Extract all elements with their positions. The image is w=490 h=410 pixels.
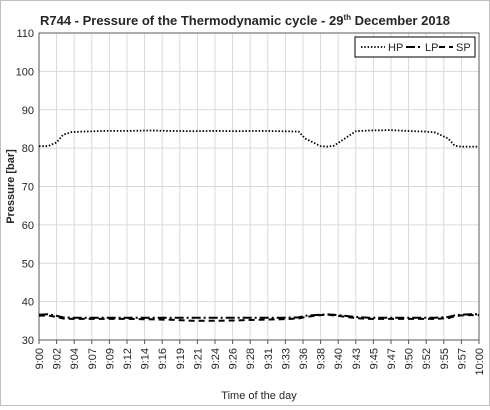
x-tick-label: 9:02 (52, 348, 64, 369)
x-tick-label: 9:24 (210, 348, 222, 369)
x-tick-label: 9:55 (439, 348, 451, 369)
y-axis: 30 40 50 60 70 80 90 100 110 (16, 28, 34, 347)
x-tick-label: 9:19 (175, 348, 187, 369)
x-tick-label: 9:43 (351, 348, 363, 369)
plot-border (38, 32, 480, 341)
series-line-lp (38, 313, 479, 319)
series-line-hp (39, 129, 479, 148)
legend: HP LP SP (354, 36, 476, 58)
y-tick-label: 60 (22, 220, 34, 232)
x-tick-label: 9:26 (228, 348, 240, 369)
x-tick-label: 9:57 (456, 348, 468, 369)
x-axis-label: Time of the day (221, 390, 297, 402)
y-tick-label: 70 (22, 182, 34, 194)
y-tick-label: 50 (22, 258, 34, 270)
x-tick-label: 9:31 (263, 348, 275, 369)
y-tick-label: 100 (16, 66, 34, 78)
x-tick-label: 9:33 (280, 348, 292, 369)
x-tick-label: 9:28 (245, 348, 257, 369)
x-tick-label: 9:52 (421, 348, 433, 369)
x-tick-label: 9:16 (157, 348, 169, 369)
x-tick-label: 9:45 (368, 348, 380, 369)
x-axis: 9:00 9:02 9:04 9:07 9:09 9:12 9:14 9:16 9:19 9:21… (34, 340, 486, 376)
series-layer (38, 129, 479, 322)
chart-title-suffix: December 2018 (351, 13, 450, 28)
legend-label-hp: HP (388, 42, 403, 54)
x-tick-label: 9:09 (104, 348, 116, 369)
x-tick-label: 9:04 (69, 348, 81, 369)
x-tick-label: 9:47 (386, 348, 398, 369)
y-tick-label: 90 (22, 105, 34, 117)
x-tick-label: 9:00 (34, 348, 46, 369)
chart-title-prefix: R744 - Pressure of the Thermodynamic cyc… (40, 13, 343, 28)
x-tick-label: 9:50 (404, 348, 416, 369)
chart-title-superscript: th (343, 13, 351, 22)
x-tick-label: 9:12 (122, 348, 134, 369)
y-tick-label: 30 (22, 335, 34, 347)
x-tick-label: 9:40 (333, 348, 345, 369)
x-tick-label: 10:00 (474, 348, 486, 376)
y-tick-label: 110 (16, 28, 34, 40)
x-tick-label: 9:21 (192, 348, 204, 369)
legend-label-lp: LP (425, 42, 438, 54)
chart-title: R744 - Pressure of the Thermodynamic cyc… (40, 13, 450, 28)
x-tick-label: 9:38 (316, 348, 328, 369)
legend-label-sp: SP (456, 42, 471, 54)
series-line-sp (38, 313, 479, 322)
x-tick-label: 9:36 (298, 348, 310, 369)
y-tick-label: 40 (22, 297, 34, 309)
x-tick-label: 9:07 (87, 348, 99, 369)
grid-lines (38, 32, 480, 341)
x-tick-label: 9:14 (140, 348, 152, 369)
y-tick-label: 80 (22, 143, 34, 155)
y-axis-label: Pressure [bar] (5, 149, 17, 224)
